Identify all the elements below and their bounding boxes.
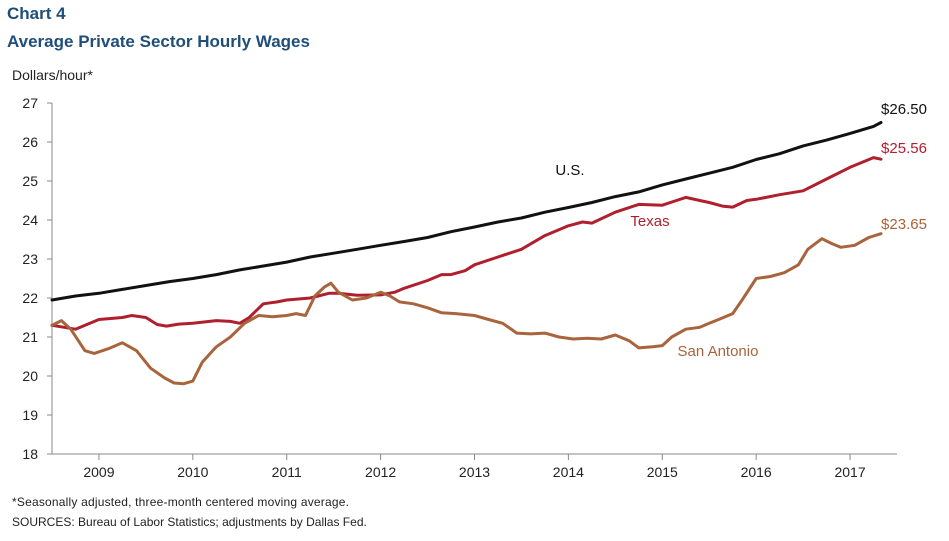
- x-tick-label: 2017: [834, 464, 865, 480]
- source-note: SOURCES: Bureau of Labor Statistics; adj…: [12, 515, 367, 529]
- y-tick-label: 20: [22, 368, 38, 384]
- y-tick-label: 19: [22, 407, 38, 423]
- y-tick-label: 23: [22, 251, 38, 267]
- line-chart: 18 19 20 21 22 23 24 25 26 27 2009 2010 2011 2012 2013…: [22, 95, 927, 480]
- x-tick-label: 2015: [647, 464, 678, 480]
- x-tick-label: 2016: [741, 464, 772, 480]
- series-label-san-antonio: San Antonio: [678, 343, 759, 360]
- chart-number: Chart 4: [7, 4, 66, 23]
- y-tick-label: 25: [22, 173, 38, 189]
- y-tick-label: 27: [22, 95, 38, 111]
- x-tick-label: 2010: [177, 464, 208, 480]
- y-tick-label: 18: [22, 446, 38, 462]
- series-label-texas: Texas: [630, 213, 669, 230]
- end-value-label-texas: $25.56: [881, 140, 927, 157]
- end-value-label-u-s: $26.50: [881, 101, 927, 118]
- series-label-u-s: U.S.: [555, 162, 584, 179]
- y-tick-label: 22: [22, 290, 38, 306]
- series-line-u-s: [50, 121, 883, 302]
- chart-series: [50, 121, 883, 386]
- y-axis-unit-label: Dollars/hour*: [12, 67, 93, 83]
- x-tick-label: 2013: [459, 464, 490, 480]
- x-tick-label: 2012: [365, 464, 396, 480]
- chart-title: Average Private Sector Hourly Wages: [7, 32, 310, 51]
- y-tick-label: 21: [22, 329, 38, 345]
- series-line-texas: [50, 156, 883, 331]
- x-tick-label: 2014: [553, 464, 584, 480]
- footnote: *Seasonally adjusted, three-month center…: [12, 495, 350, 509]
- end-value-label-san-antonio: $23.65: [881, 216, 927, 233]
- x-tick-label: 2009: [83, 464, 114, 480]
- chart-axes: 18 19 20 21 22 23 24 25 26 27 2009 2010 2011 2012 2013…: [22, 95, 897, 480]
- x-tick-label: 2011: [272, 464, 302, 480]
- chart-labels: U.S. $26.50 Texas $25.56 San Antonio $23.65: [555, 101, 927, 360]
- series-line-san-antonio: [50, 232, 883, 386]
- y-tick-label: 24: [22, 212, 38, 228]
- y-tick-label: 26: [22, 134, 38, 150]
